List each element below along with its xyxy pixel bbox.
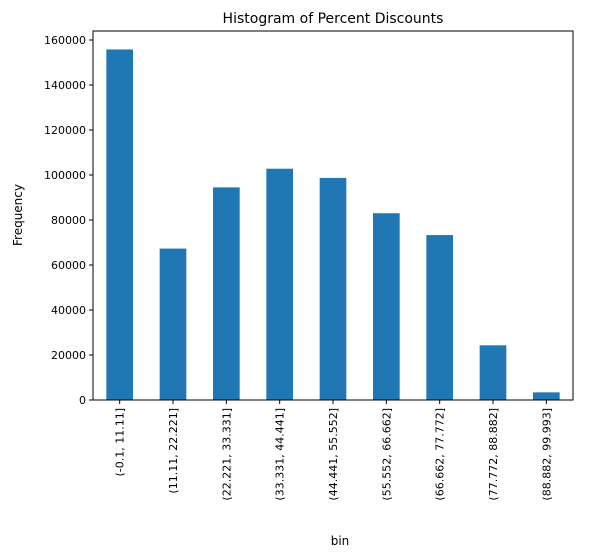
x-tick-label-7: (77.772, 88.882] bbox=[487, 408, 500, 501]
bar-6 bbox=[426, 235, 453, 400]
plot-frame bbox=[92, 30, 574, 401]
y-tick-label-6: 120000 bbox=[44, 124, 86, 137]
x-tick-label-6: (66.662, 77.772] bbox=[434, 408, 447, 501]
y-axis-label: Frequency bbox=[11, 184, 25, 246]
x-tick-label-1: (11.11, 22.221] bbox=[167, 408, 180, 494]
x-axis: (-0.1, 11.11] (11.11, 22.221] (22.221, 33.… bbox=[114, 400, 553, 501]
y-tick-label-7: 140000 bbox=[44, 79, 86, 92]
y-tick-label-1: 20000 bbox=[51, 349, 86, 362]
y-tick-label-4: 80000 bbox=[51, 214, 86, 227]
y-tick-label-8: 160000 bbox=[44, 34, 86, 47]
bar-8 bbox=[533, 392, 560, 400]
x-axis-label: bin bbox=[331, 534, 350, 548]
x-tick-label-0: (-0.1, 11.11] bbox=[114, 408, 127, 477]
bar-2 bbox=[213, 187, 240, 400]
bar-5 bbox=[373, 213, 400, 400]
y-axis: 0 20000 40000 60000 80000 100000 120000 140000 1… bbox=[44, 34, 93, 407]
bars-group bbox=[106, 49, 560, 400]
x-tick-label-5: (55.552, 66.662] bbox=[380, 408, 393, 501]
bar-3 bbox=[266, 168, 293, 400]
y-tick-label-0: 0 bbox=[79, 394, 86, 407]
bar-0 bbox=[106, 49, 133, 400]
y-tick-label-2: 40000 bbox=[51, 304, 86, 317]
x-tick-label-8: (88.882, 99.993] bbox=[540, 408, 553, 501]
x-tick-label-4: (44.441, 55.552] bbox=[327, 408, 340, 501]
y-tick-label-3: 60000 bbox=[51, 259, 86, 272]
x-tick-label-3: (33.331, 44.441] bbox=[274, 408, 287, 501]
x-tick-label-2: (22.221, 33.331] bbox=[220, 408, 233, 501]
chart-title: Histogram of Percent Discounts bbox=[223, 11, 444, 27]
bar-1 bbox=[159, 248, 187, 400]
bar-4 bbox=[319, 177, 347, 400]
y-tick-label-5: 100000 bbox=[44, 169, 86, 182]
bar-7 bbox=[479, 345, 507, 400]
